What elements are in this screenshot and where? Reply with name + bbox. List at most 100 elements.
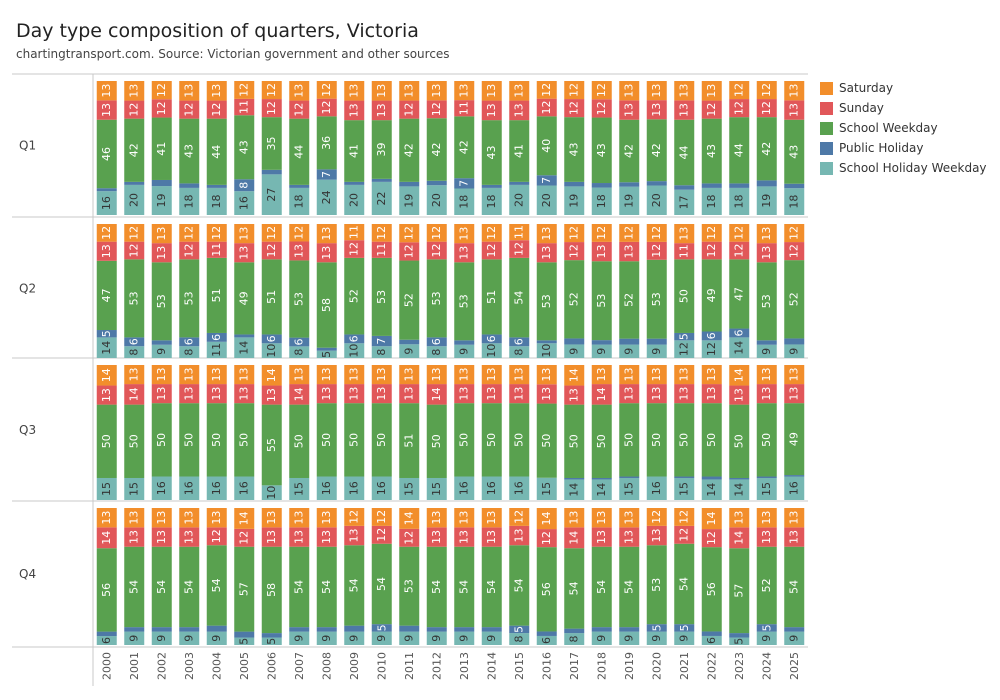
data-label: 43 [485,146,498,160]
bar-segment [261,174,282,215]
data-label: 12 [155,83,168,97]
legend-item: School Weekday [820,118,987,138]
bar-segment [619,546,640,628]
bar-segment [481,343,502,358]
data-label: 12 [623,226,636,240]
bar-segment [151,117,172,180]
bar-segment [564,479,585,500]
bar-segment [399,100,420,119]
bar-segment [454,116,475,179]
data-label: 56 [705,582,718,596]
data-label: 13 [760,227,773,241]
bar-segment [756,99,777,118]
bar-segment [591,340,612,345]
data-label: 14 [100,341,113,355]
bar-segment [619,224,640,242]
data-label: 43 [568,143,581,157]
bar-segment [344,525,365,546]
data-label: 13 [623,245,636,259]
data-label: 44 [293,145,306,159]
bar-segment [234,637,255,645]
data-label: 14 [430,387,443,401]
data-label: 14 [733,368,746,382]
bar-segment [261,99,282,118]
bar-segment [509,257,530,338]
data-label: 53 [128,291,141,305]
data-label: 7 [540,177,553,184]
data-label: 12 [733,101,746,115]
bar-segment [646,259,667,339]
data-label: 5 [650,624,663,631]
data-label: 11 [678,244,691,258]
bar-segment [316,527,337,547]
bar-segment [784,188,805,215]
bar-segment [179,118,200,184]
data-label: 54 [348,578,361,592]
bar-segment [591,404,612,478]
bar-segment [481,259,502,335]
bar-segment [179,183,200,188]
bar-segment [756,631,777,645]
data-label: 20 [128,193,141,207]
data-label: 13 [595,245,608,259]
data-label: 9 [210,635,223,642]
bar-segment [206,527,227,546]
data-label: 50 [155,433,168,447]
bar-segment [729,479,750,500]
bar-segment [756,180,777,187]
bar-segment [426,100,447,119]
bar-segment [179,337,200,347]
bar-segment [344,100,365,121]
data-label: 8 [238,182,251,189]
bar-segment [96,330,117,338]
bar-segment [729,259,750,329]
bar-segment [536,631,557,636]
data-label: 16 [375,481,388,495]
data-label: 16 [100,196,113,210]
legend-swatch [820,141,833,155]
bar-segment [179,508,200,528]
bar-segment [674,340,695,358]
bar-segment [289,241,310,261]
bar-segment [674,189,695,215]
bar-segment [674,403,695,477]
bar-segment [426,337,447,347]
data-label: 9 [650,635,663,642]
bar-segment [399,546,420,626]
data-label: 16 [458,481,471,495]
bar-segment [509,100,530,121]
data-label: 6 [705,332,718,339]
bar-segment [509,476,530,500]
data-label: 11 [238,100,251,114]
bar-segment [701,384,722,404]
bar-segment [289,477,310,500]
data-label: 13 [348,84,361,98]
data-label: 13 [540,368,553,382]
data-label: 54 [155,580,168,594]
bar-segment [481,384,502,404]
bar-segment [756,365,777,385]
data-label: 12 [568,83,581,97]
bar-segment [729,241,750,260]
bar-segment [234,262,255,335]
bar-segment [454,476,475,500]
bar-segment [316,627,337,632]
bar-segment [399,242,420,261]
data-label: 6 [265,335,278,342]
data-label: 13 [458,84,471,98]
bar-segment [151,224,172,244]
data-label: 13 [513,529,526,543]
data-label: 16 [238,481,251,495]
bar-segment [701,479,722,500]
data-label: 36 [320,136,333,150]
bar-segment [261,81,282,100]
data-label: 7 [375,338,388,345]
data-label: 9 [348,635,361,642]
bar-segment [399,344,420,358]
data-label: 5 [320,351,333,358]
bar-segment [784,631,805,645]
data-label: 9 [183,635,196,642]
bar-segment [784,527,805,547]
legend-item: Public Holiday [820,138,987,158]
data-label: 35 [265,136,278,150]
